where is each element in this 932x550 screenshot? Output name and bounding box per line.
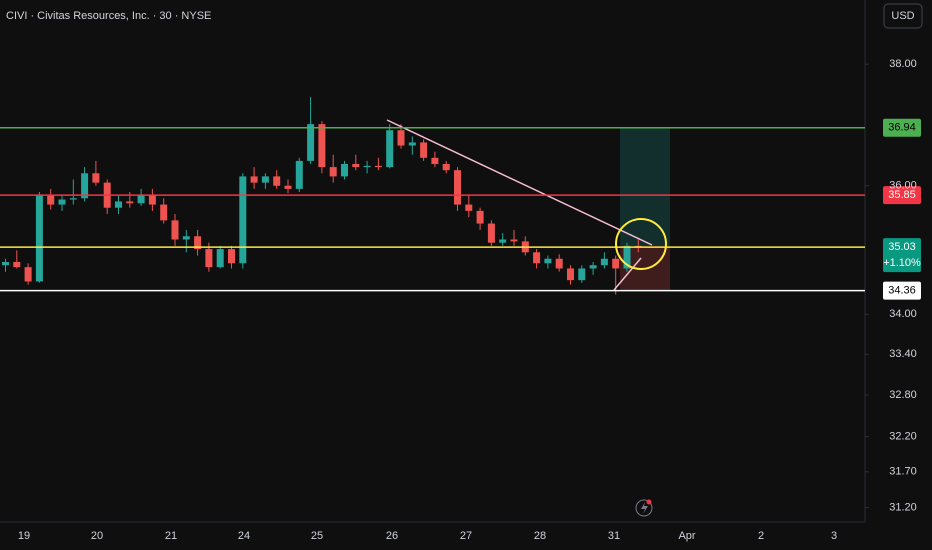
price-level-label: 36.94 <box>888 122 916 134</box>
price-level-label-box <box>883 281 921 300</box>
candle-body <box>182 236 190 240</box>
candle-body <box>69 198 77 200</box>
candle-body <box>261 176 269 183</box>
candle-body <box>126 201 134 204</box>
candle-body <box>578 268 586 281</box>
candle-body <box>273 176 281 186</box>
alert-dot <box>646 499 652 505</box>
lightning-icon <box>641 502 648 514</box>
replay-icon[interactable] <box>635 499 653 517</box>
currency[interactable]: USD <box>891 10 914 22</box>
x-tick-label: 21 <box>165 530 177 542</box>
trend-line <box>613 257 642 291</box>
price-level-label: 34.36 <box>888 285 916 297</box>
candle-body <box>307 124 315 161</box>
candle-body <box>295 160 303 189</box>
x-tick-label: 27 <box>460 530 472 542</box>
candle-body <box>329 167 337 177</box>
y-tick-label: 34.00 <box>889 308 917 320</box>
candle-body <box>81 173 89 199</box>
candle-body <box>137 195 145 204</box>
price-level-label-box <box>883 186 921 205</box>
candle-body <box>487 223 495 243</box>
y-tick-label: 31.70 <box>889 466 917 478</box>
candle-body <box>284 185 292 189</box>
candle-body <box>115 201 122 208</box>
candle-body <box>386 130 394 168</box>
levels: 36.94 35.85 35.03 +1.10% 34.36 <box>0 118 921 300</box>
candle-body <box>454 170 461 205</box>
price-change-label: +1.10% <box>883 257 921 269</box>
candle-body <box>533 252 541 264</box>
candle-body <box>544 258 552 264</box>
candle-body <box>555 258 563 269</box>
candle-body <box>194 236 202 250</box>
y-tick-label: 31.20 <box>889 501 917 513</box>
candle-body <box>47 195 55 205</box>
candle-body <box>476 210 484 224</box>
candle-body <box>589 265 597 269</box>
candle-body <box>431 157 439 164</box>
candle-body <box>35 195 43 282</box>
candle-body <box>205 249 213 268</box>
candle-body <box>228 249 235 264</box>
candle-body <box>397 130 405 146</box>
x-tick-label: 26 <box>386 530 398 542</box>
candle-body <box>442 163 450 171</box>
candle-body <box>160 204 168 221</box>
price-level-label-box <box>883 238 921 273</box>
x-tick-label: 28 <box>534 530 546 542</box>
candle-body <box>374 165 382 168</box>
x-tick-label: 19 <box>18 530 30 542</box>
candle-body <box>341 163 348 177</box>
x-tick-label: 3 <box>831 530 837 542</box>
candle-body <box>2 261 9 266</box>
candle-body <box>499 239 507 243</box>
candle-body <box>623 245 631 269</box>
trend-line <box>386 119 653 246</box>
x-tick-label: 20 <box>91 530 103 542</box>
price-level-label: 35.03 <box>888 241 916 253</box>
y-tick-label: 32.80 <box>889 389 917 401</box>
y-tick-label: 32.20 <box>889 431 917 443</box>
highlight-circle <box>615 218 667 270</box>
candle-body <box>58 199 66 205</box>
candle-body <box>250 176 258 183</box>
x-tick-label: 24 <box>238 530 250 542</box>
candle-body <box>92 173 100 183</box>
candle-body <box>352 163 360 168</box>
x-tick-label: 25 <box>311 530 323 542</box>
candle-body <box>239 176 247 264</box>
y-tick-label: 33.40 <box>889 348 917 360</box>
x-tick-label: 2 <box>758 530 764 542</box>
long-position-target <box>620 128 670 245</box>
price-level-label-box <box>883 118 921 137</box>
price-level-label: 35.85 <box>888 189 916 201</box>
candle-body <box>420 142 428 158</box>
candle-body <box>465 204 473 211</box>
x-tick-label: 31 <box>608 530 620 542</box>
candle-body <box>171 220 179 240</box>
chart-title: CIVI · Civitas Resources, Inc. · 30 · NY… <box>6 10 211 22</box>
candle-body <box>148 195 156 205</box>
candle-body <box>600 258 608 266</box>
candle-body <box>318 124 326 168</box>
candle-body <box>612 258 620 269</box>
candle-body <box>363 165 371 168</box>
x-tick-label: Apr <box>678 530 695 542</box>
y-tick-label: 36.00 <box>889 180 917 192</box>
candle-body <box>13 261 21 268</box>
candle-body <box>567 268 574 281</box>
y-tick-label: 38.00 <box>889 58 917 70</box>
candle-body <box>510 239 518 242</box>
candle-body <box>408 142 416 146</box>
currency-button[interactable] <box>883 3 923 29</box>
candle-body <box>216 249 224 268</box>
candle-body <box>24 267 32 282</box>
